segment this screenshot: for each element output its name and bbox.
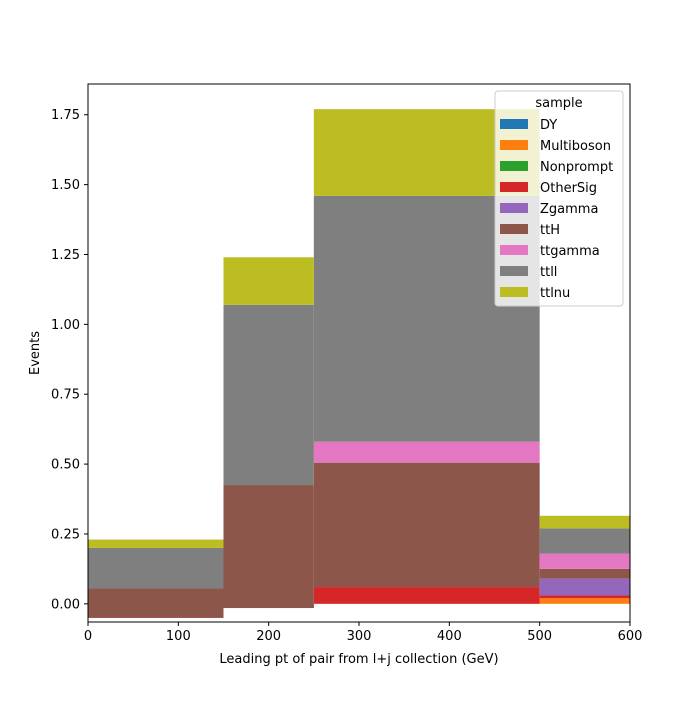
bars-layer <box>88 109 630 618</box>
legend-label-nonprompt: Nonprompt <box>540 160 613 175</box>
legend: sample DY Multiboson Nonprompt OtherSig Zgamm… <box>494 90 624 307</box>
bar-multiboson-bin-3 <box>539 598 630 604</box>
legend-swatch-ttlnu <box>500 287 528 297</box>
legend-title: sample <box>535 96 582 111</box>
bar-ttll-bin-3 <box>539 528 630 554</box>
legend-label-othersig: OtherSig <box>540 181 597 196</box>
legend-label-zgamma: Zgamma <box>540 202 598 217</box>
legend-label-ttlnu: ttlnu <box>540 286 570 301</box>
legend-label-ttgamma: ttgamma <box>540 244 600 259</box>
x-tick-label: 300 <box>347 629 372 644</box>
legend-label-dy: DY <box>540 118 557 133</box>
bar-tth-bin-1 <box>223 485 314 609</box>
x-tick-label: 200 <box>256 629 281 644</box>
legend-label-ttll: ttll <box>540 265 557 280</box>
y-tick-label: 1.00 <box>51 318 80 333</box>
bar-tth-bin-0 <box>88 588 224 618</box>
bar-tth-bin-2 <box>313 462 540 588</box>
legend-swatch-tth <box>500 224 528 234</box>
bar-othersig-bin-2 <box>313 587 540 604</box>
bar-ttlnu-bin-0 <box>88 539 224 548</box>
y-axis-label: Events <box>28 331 43 375</box>
x-tick-label: 400 <box>437 629 462 644</box>
legend-swatch-zgamma <box>500 203 528 213</box>
x-axis: 0 100 200 300 400 500 600 <box>84 622 643 644</box>
legend-swatch-multiboson <box>500 140 528 150</box>
bar-ttll-bin-0 <box>88 547 224 589</box>
y-tick-label: 0.25 <box>51 527 80 542</box>
legend-swatch-nonprompt <box>500 161 528 171</box>
legend-swatch-dy <box>500 119 528 129</box>
y-tick-label: 0.00 <box>51 597 80 612</box>
bar-ttgamma-bin-2 <box>313 441 540 463</box>
bar-othersig-bin-3 <box>539 595 630 599</box>
legend-swatch-othersig <box>500 182 528 192</box>
y-tick-label: 1.50 <box>51 178 80 193</box>
y-axis: 0.00 0.25 0.50 0.75 1.00 1.25 1.50 1.75 <box>51 108 88 612</box>
x-axis-label: Leading pt of pair from l+j collection (… <box>219 652 498 667</box>
bar-ttll-bin-1 <box>223 304 314 486</box>
x-tick-label: 100 <box>166 629 191 644</box>
y-tick-label: 1.75 <box>51 108 80 123</box>
y-tick-label: 0.75 <box>51 388 80 403</box>
x-tick-label: 0 <box>84 629 92 644</box>
legend-label-multiboson: Multiboson <box>540 139 611 154</box>
legend-swatch-ttll <box>500 266 528 276</box>
bar-ttgamma-bin-3 <box>539 553 630 569</box>
x-tick-label: 600 <box>618 629 643 644</box>
bar-zgamma-bin-3 <box>539 578 630 596</box>
bar-tth-bin-3 <box>539 568 630 579</box>
bar-ttlnu-bin-3 <box>539 515 630 529</box>
x-tick-label: 500 <box>527 629 552 644</box>
y-tick-label: 1.25 <box>51 248 80 263</box>
y-tick-label: 0.50 <box>51 458 80 473</box>
bar-ttlnu-bin-1 <box>223 257 314 305</box>
legend-swatch-ttgamma <box>500 245 528 255</box>
legend-label-tth: ttH <box>540 223 560 238</box>
